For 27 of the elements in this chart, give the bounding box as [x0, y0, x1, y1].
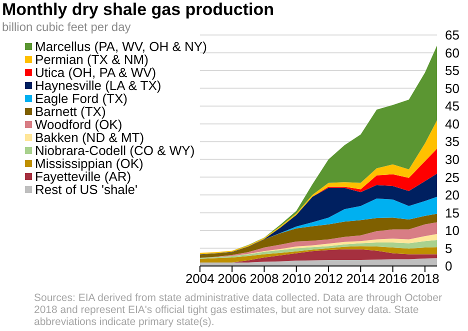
y-tick-label: 55 [445, 63, 460, 78]
y-tick-label: 65 [445, 28, 460, 43]
y-tick-label: 20 [445, 188, 460, 203]
x-tick-label: 2004 [185, 271, 214, 286]
y-tick-label: 30 [445, 152, 460, 167]
text: billion cubic feet per day [2, 20, 131, 34]
y-tick-label: 25 [445, 170, 460, 185]
y-tick-label: 10 [445, 223, 460, 238]
x-tick-label: 2010 [282, 271, 311, 286]
y-tick-label: 40 [445, 116, 460, 132]
y-tick-label: 45 [445, 98, 460, 114]
x-tick-label: 2018 [410, 271, 440, 286]
legend-label: Marcellus (PA, WV, OH & NY) [35, 39, 207, 54]
x-tick-label: 2006 [218, 271, 247, 286]
x-tick-label: 2008 [250, 271, 279, 286]
legend-label: Niobrara-Codell (CO & WY) [35, 143, 195, 158]
x-tick-label: 2014 [346, 271, 376, 286]
chart-title: Monthly dry shale gas production [2, 0, 274, 20]
source-note: Sources: EIA derived from state administrative data collected. Data are through October 2018 and represent EIA's official tight gas estimates, but are not survey data. State abbreviations indicate primary state(s). [34, 292, 443, 328]
y-tick-label: 5 [445, 240, 452, 256]
y-tick-label: 60 [445, 45, 460, 60]
x-tick-label: 2012 [314, 271, 343, 286]
y-tick-label: 15 [445, 205, 460, 220]
y-tick-label: 35 [445, 134, 460, 150]
x-tick-label: 2016 [378, 271, 408, 286]
y-tick-label: 50 [445, 80, 460, 96]
y-tick-label: 0 [445, 258, 452, 274]
